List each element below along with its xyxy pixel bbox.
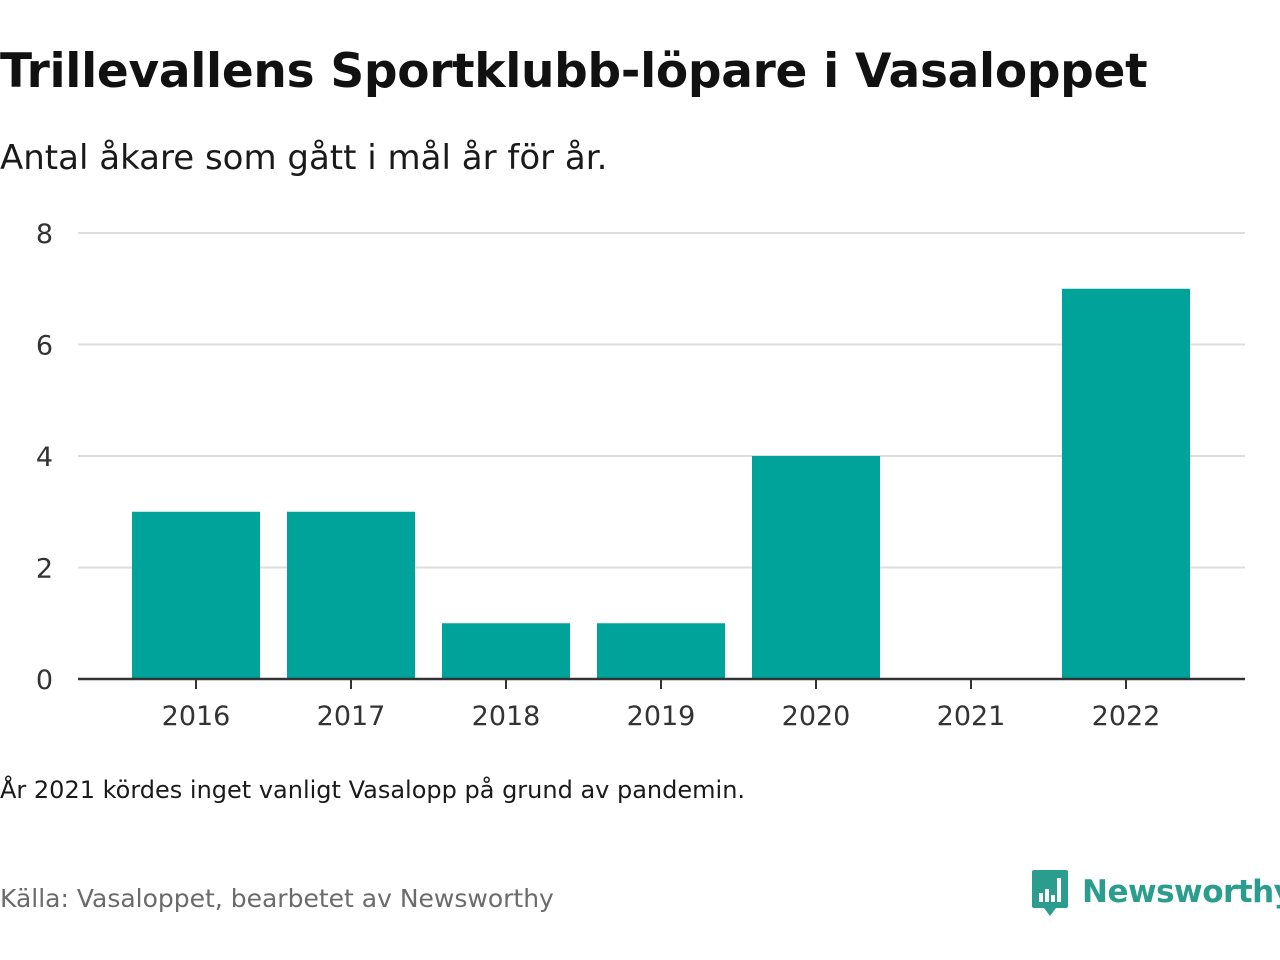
x-tick-label: 2020 xyxy=(782,701,851,732)
bar-2019 xyxy=(597,623,725,679)
y-tick-label: 0 xyxy=(36,665,53,696)
y-tick-label: 6 xyxy=(36,331,53,362)
bar-chart: 0 2 4 6 8 2016 2017 2018 2019 2020 2021 2022 xyxy=(36,219,1245,732)
newsworthy-bar-chart-icon xyxy=(1032,870,1068,916)
logo-text: Newsworthy xyxy=(1082,874,1280,910)
axes: 0 2 4 6 8 2016 2017 2018 2019 2020 2021 2022 xyxy=(36,219,1245,732)
x-tick-label: 2018 xyxy=(472,701,541,732)
x-tick-label: 2022 xyxy=(1092,701,1161,732)
chart-subtitle: Antal åkare som gått i mål år för år. xyxy=(0,138,608,178)
y-tick-label: 2 xyxy=(36,554,53,585)
bar-2022 xyxy=(1062,288,1190,679)
x-tick-label: 2017 xyxy=(317,701,386,732)
chart-footnote: År 2021 kördes inget vanligt Vasalopp på… xyxy=(0,776,746,804)
x-tick-label: 2021 xyxy=(937,701,1006,732)
source-credit: Källa: Vasaloppet, bearbetet av Newswort… xyxy=(0,884,554,913)
bar-2018 xyxy=(442,623,570,679)
grid-lines xyxy=(78,232,1245,569)
chart-title: Trillevallens Sportklubb-löpare i Vasalo… xyxy=(0,44,1148,99)
x-tick-label: 2019 xyxy=(627,701,696,732)
bar-2016 xyxy=(132,511,260,679)
y-tick-label: 8 xyxy=(36,219,53,250)
bar-2020 xyxy=(752,456,880,679)
y-tick-label: 4 xyxy=(36,442,53,473)
x-tick-label: 2016 xyxy=(162,701,231,732)
newsworthy-logo: Newsworthy xyxy=(1030,866,1280,918)
bars xyxy=(132,288,1190,679)
bar-2017 xyxy=(287,511,415,679)
